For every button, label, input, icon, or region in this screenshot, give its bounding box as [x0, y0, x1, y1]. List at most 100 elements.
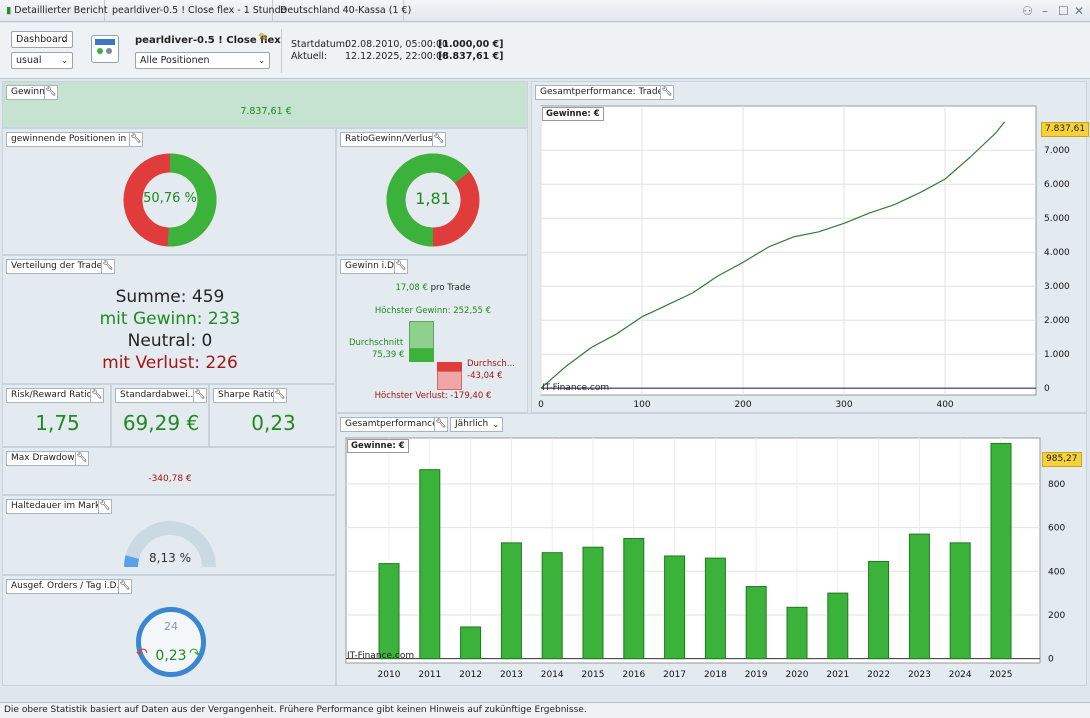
equity-segment	[616, 316, 643, 335]
wrench-icon[interactable]: 🔧︎	[432, 132, 446, 147]
equity-segment	[919, 178, 946, 194]
year-bar	[786, 606, 808, 660]
donut-win-arc	[123, 153, 217, 247]
risk-reward-panel: Risk/Reward Ratio 🔧︎ 1,75	[2, 384, 111, 447]
strategy-editor-icon[interactable]	[91, 35, 119, 63]
wrench-icon[interactable]: 🔧︎	[118, 579, 132, 594]
year-bar	[868, 560, 890, 660]
holding-title: Haltedauer im Markt	[6, 499, 109, 514]
wrench-icon[interactable]: 🔧︎	[434, 417, 448, 432]
equity-segment	[717, 261, 744, 277]
title-bar: ▮ Detaillierter Bericht pearldiver-0.5 !…	[0, 0, 1090, 22]
view-select[interactable]: Dashboard ⌄	[11, 31, 73, 48]
year-bar	[378, 563, 400, 660]
equity-segment	[540, 365, 567, 389]
toolbar: Dashboard ⌄ usual ⌄ pearldiver-0.5 ! Close…	[0, 23, 1090, 79]
share-icon[interactable]: ⚇	[1022, 4, 1033, 18]
max-loss-bar	[437, 371, 462, 390]
start-label: Startdatum:	[291, 39, 349, 50]
gauge-track	[124, 521, 216, 568]
y-tick-label: 0	[1048, 655, 1054, 665]
orders-value: 0,23	[155, 648, 187, 664]
trades-wins: mit Gewinn: 233	[99, 309, 241, 329]
max-loss: Höchster Verlust: -179,40 €	[374, 391, 492, 401]
y-tick-label: 1.000	[1044, 350, 1070, 360]
y-tick-label: 400	[1048, 567, 1065, 577]
trades-legend: Gewinne: €	[542, 107, 604, 121]
arrow-right-icon: ↷	[189, 646, 201, 662]
wrench-icon[interactable]: 🔧︎	[101, 259, 115, 274]
edit-pencil-icon[interactable]: ✎	[258, 31, 269, 46]
equity-segment	[894, 192, 921, 206]
ratio-panel: RatioGewinn/Verlust 🔧︎ 1,81	[336, 128, 528, 255]
x-tick-label: 2021	[826, 670, 849, 680]
report-title-tab[interactable]: ▮ Detaillierter Bericht	[0, 0, 108, 22]
gain-value: 7.837,61 €	[240, 106, 292, 117]
orders-per-day-panel: Ausgef. Orders / Tag i.D. 🔧︎ 24 ↶ ↷ 0,23	[2, 575, 336, 686]
minimize-icon[interactable]: –	[1042, 4, 1048, 18]
x-tick-label: 2018	[704, 670, 727, 680]
yearly-bar-chart: 0 200 400 600 800 2010 2011 2012 2013 2014 2015 201…	[345, 437, 1065, 680]
x-tick-label: 2017	[663, 670, 686, 680]
win-pct-label: 50,76 %	[143, 191, 197, 206]
y-tick-label: 7.000	[1044, 146, 1070, 156]
wrench-icon[interactable]: 🔧︎	[394, 259, 408, 274]
y-tick-label: 800	[1048, 480, 1065, 490]
wrench-icon[interactable]: 🔧︎	[129, 132, 143, 147]
x-tick-label: 2023	[908, 670, 931, 680]
per-trade-value: 17,08 €	[395, 283, 428, 293]
current-label: Aktuell:	[291, 51, 328, 62]
chevron-down-icon: ⌄	[492, 420, 500, 429]
positions-select[interactable]: Alle Positionen ⌄	[135, 52, 270, 69]
chevron-down-icon: ⌄	[258, 56, 265, 65]
drawdown-value: -340,78 €	[148, 474, 192, 484]
x-tick-label: 2016	[622, 670, 645, 680]
max-win: Höchster Gewinn: 252,55 €	[374, 306, 492, 316]
x-tick-label: 2020	[786, 670, 809, 680]
performance-yearly-panel: Gesamtperformance 🔧︎ Jährlich ⌄ 0 200 400 6…	[336, 413, 1087, 686]
layout-select[interactable]: usual ⌄	[11, 52, 73, 69]
wrench-icon[interactable]: 🔧︎	[98, 499, 112, 514]
close-icon[interactable]: ✕	[1074, 4, 1085, 18]
start-date: 02.08.2010, 05:00:00	[345, 39, 449, 50]
maximize-icon[interactable]: ☐	[1058, 4, 1069, 18]
disclaimer-footer: Die obere Statistik basiert auf Daten au…	[0, 702, 1090, 718]
period-select[interactable]: Jährlich ⌄	[450, 417, 504, 432]
strategy-name: pearldiver-0.5 ! Close flex	[135, 35, 281, 46]
x-tick-label: 2019	[745, 670, 768, 680]
donut-win-arc	[386, 153, 480, 247]
start-value: [1.000,00 €]	[438, 39, 504, 50]
x-tick-label: 200	[734, 400, 751, 410]
equity-segment	[969, 132, 997, 158]
x-tick-label: 2011	[418, 670, 441, 680]
trades-neutral: Neutral: 0	[127, 331, 213, 351]
wrench-icon[interactable]: 🔧︎	[273, 388, 287, 403]
wrench-icon[interactable]: 🔧︎	[90, 388, 104, 403]
win-pct-title: gewinnende Positionen in %	[6, 132, 143, 147]
instrument-tab[interactable]: Deutschland 40-Kassa (1 €)	[274, 0, 411, 22]
perf-trades-title: Gesamtperformance: Trades	[535, 85, 673, 100]
year-bar	[500, 542, 522, 660]
x-tick-label: 2015	[582, 670, 605, 680]
wrench-icon[interactable]: 🔧︎	[193, 388, 207, 403]
trade-distribution-panel: Verteilung der Trades 🔧︎ Summe: 459 mit …	[2, 255, 336, 384]
avg-win-value: 75,39 €	[372, 350, 405, 360]
year-bar	[541, 552, 563, 660]
wrench-icon[interactable]: 🔧︎	[660, 85, 674, 100]
ratio-title: RatioGewinn/Verlust	[340, 132, 442, 147]
wrench-icon[interactable]: 🔧︎	[75, 451, 89, 466]
equity-segment	[591, 333, 618, 348]
drawdown-title: Max Drawdown	[6, 451, 86, 466]
std-dev-title: Standardabwei...	[115, 388, 202, 403]
x-tick-label: 100	[633, 400, 650, 410]
trades-watermark: IT-Finance.com	[542, 383, 610, 393]
strategy-tab[interactable]: pearldiver-0.5 ! Close flex - 1 Stunde	[106, 0, 286, 22]
y-tick-label: 200	[1048, 611, 1065, 621]
clock-icon: 24	[136, 607, 206, 677]
distribution-list: Summe: 459 mit Gewinn: 233 Neutral: 0 mi…	[3, 286, 337, 374]
equity-segment	[768, 236, 794, 248]
year-bar	[990, 442, 1012, 660]
wrench-icon[interactable]: 🔧︎	[44, 85, 58, 100]
gain-id-title: Gewinn i.D.	[340, 259, 402, 274]
orders-title: Ausgef. Orders / Tag i.D.	[6, 579, 125, 594]
